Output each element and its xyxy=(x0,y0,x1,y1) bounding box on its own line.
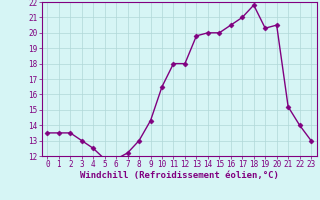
X-axis label: Windchill (Refroidissement éolien,°C): Windchill (Refroidissement éolien,°C) xyxy=(80,171,279,180)
